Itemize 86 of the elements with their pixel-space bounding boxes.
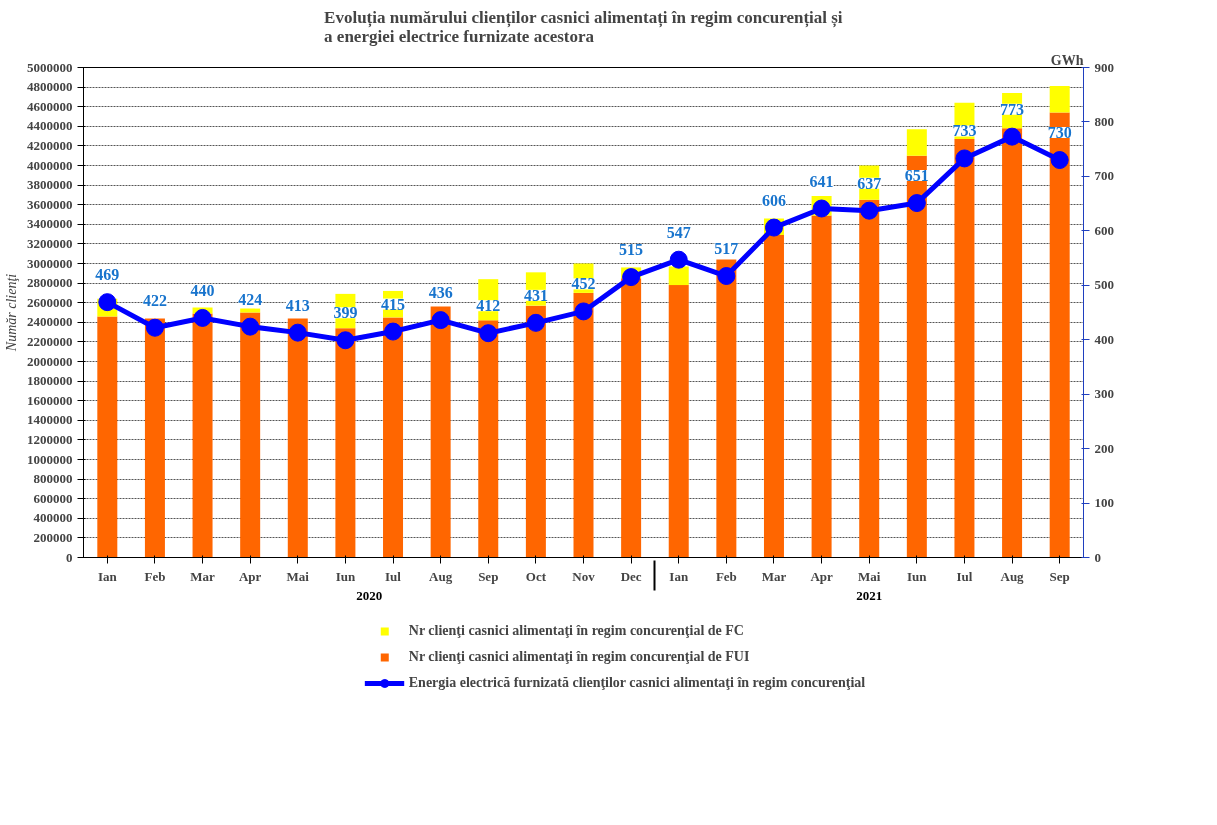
x-tick-label: Apr <box>810 568 834 584</box>
y-tick-label: 400000 <box>33 510 73 526</box>
y-tick-label: 2600000 <box>27 294 73 310</box>
x-tick-label: Feb <box>715 568 737 584</box>
x-tick-label: Iul <box>385 568 402 584</box>
text: 2020 <box>356 587 383 603</box>
data-label: 424 <box>238 290 263 308</box>
data-label: 399 <box>333 304 358 322</box>
data-label: 469 <box>95 266 120 284</box>
y-tick-label: 2200000 <box>27 333 73 349</box>
x-tick-label: Iul <box>956 568 973 584</box>
legend-label: Energia electrică furnizată clienţilor casnici alimentaţi în regim concurenţial <box>408 675 866 691</box>
legend-label: Nr clienţi casnici alimentaţi în regim concurenţial de FC <box>408 623 744 639</box>
y-tick-label: 1200000 <box>27 431 73 447</box>
y-tick-label: 2400000 <box>27 314 73 330</box>
data-label: 606 <box>761 191 786 209</box>
y-tick-label: 4200000 <box>27 137 73 153</box>
text: 2021 <box>856 587 883 603</box>
y-tick-label: 4000000 <box>27 157 73 173</box>
chart-title: Evoluția numărului clienților casnici alimentați în regim concurențial și a energiei electrice furnizate acestora <box>324 7 843 46</box>
y-tick-label: 5000000 <box>27 59 73 75</box>
y2-tick-label: 200 <box>1094 440 1114 456</box>
y-tick-label: 1600000 <box>27 392 73 408</box>
y-tick-label: 800000 <box>33 471 73 487</box>
y2-tick-label: 400 <box>1094 331 1114 347</box>
y-tick-label: 4400000 <box>27 118 73 134</box>
x-tick-label: Mar <box>190 568 216 584</box>
data-label: 415 <box>381 295 406 313</box>
data-label: 452 <box>571 275 596 293</box>
data-label: 436 <box>428 284 453 302</box>
y2-tick-label: 100 <box>1094 495 1114 511</box>
y-tick-label: 3200000 <box>27 235 73 251</box>
x-tick-label: Mai <box>286 568 310 584</box>
y-tick-label: 1800000 <box>27 373 73 389</box>
y-tick-label: 600000 <box>33 490 73 506</box>
x-tick-label: Apr <box>238 568 262 584</box>
y2-tick-label: 800 <box>1094 113 1114 129</box>
data-label: 412 <box>476 297 501 315</box>
y2-tick-label: 900 <box>1094 59 1114 75</box>
y-tick-label: 3800000 <box>27 177 73 193</box>
x-tick-label: Oct <box>525 568 547 584</box>
y2-tick-label: 500 <box>1094 277 1114 293</box>
x-tick-label: Ian <box>669 568 689 584</box>
data-label: 773 <box>1000 100 1025 118</box>
data-label: 641 <box>809 172 834 190</box>
y-tick-label: 3000000 <box>27 255 73 271</box>
y-tick-label: 200000 <box>33 529 73 545</box>
y-tick-label: 4600000 <box>27 98 73 114</box>
data-label: 431 <box>523 286 548 304</box>
x-tick-label: Mai <box>858 568 881 584</box>
x-tick-label: Sep <box>478 568 499 584</box>
x-tick-label: Feb <box>144 568 166 584</box>
x-tick-label: Sep <box>1049 568 1070 584</box>
y-tick-label: 2800000 <box>27 275 73 291</box>
x-tick-label: Aug <box>1000 568 1025 584</box>
data-label: 637 <box>857 174 882 192</box>
data-label: 413 <box>285 296 310 314</box>
x-tick-label: Iun <box>335 568 356 584</box>
legend-label: Nr clienţi casnici alimentaţi în regim concurenţial de FUI <box>408 649 750 665</box>
x-tick-label: Iun <box>907 568 928 584</box>
data-label: 547 <box>666 223 691 241</box>
data-label: 517 <box>714 240 739 258</box>
x-tick-label: Dec <box>620 568 642 584</box>
y2-tick-label: 0 <box>1094 549 1101 565</box>
data-label: 422 <box>142 291 167 309</box>
x-tick-label: Aug <box>429 568 453 584</box>
y-axis-title: Număr clienţi <box>4 273 19 353</box>
y-tick-label: 1400000 <box>27 412 73 428</box>
x-tick-label: Ian <box>97 568 118 584</box>
y-tick-label: 1000000 <box>27 451 73 467</box>
y-tick-label: 0 <box>66 549 73 565</box>
y-tick-label: 4800000 <box>27 79 73 95</box>
y2-tick-label: 300 <box>1094 386 1114 402</box>
y-tick-label: 3600000 <box>27 196 73 212</box>
y-tick-label: 3400000 <box>27 216 73 232</box>
x-tick-label: Nov <box>572 568 596 584</box>
y2-tick-label: 600 <box>1094 222 1114 238</box>
data-label: 730 <box>1047 124 1072 142</box>
y-tick-label: 2000000 <box>27 353 73 369</box>
y2-axis-title: GWh <box>1050 52 1084 68</box>
data-label: 733 <box>952 122 977 140</box>
data-label: 515 <box>619 241 644 259</box>
data-label: 651 <box>904 167 929 185</box>
data-label: 440 <box>190 281 215 299</box>
y2-tick-label: 700 <box>1094 168 1114 184</box>
x-tick-label: Mar <box>761 568 787 584</box>
